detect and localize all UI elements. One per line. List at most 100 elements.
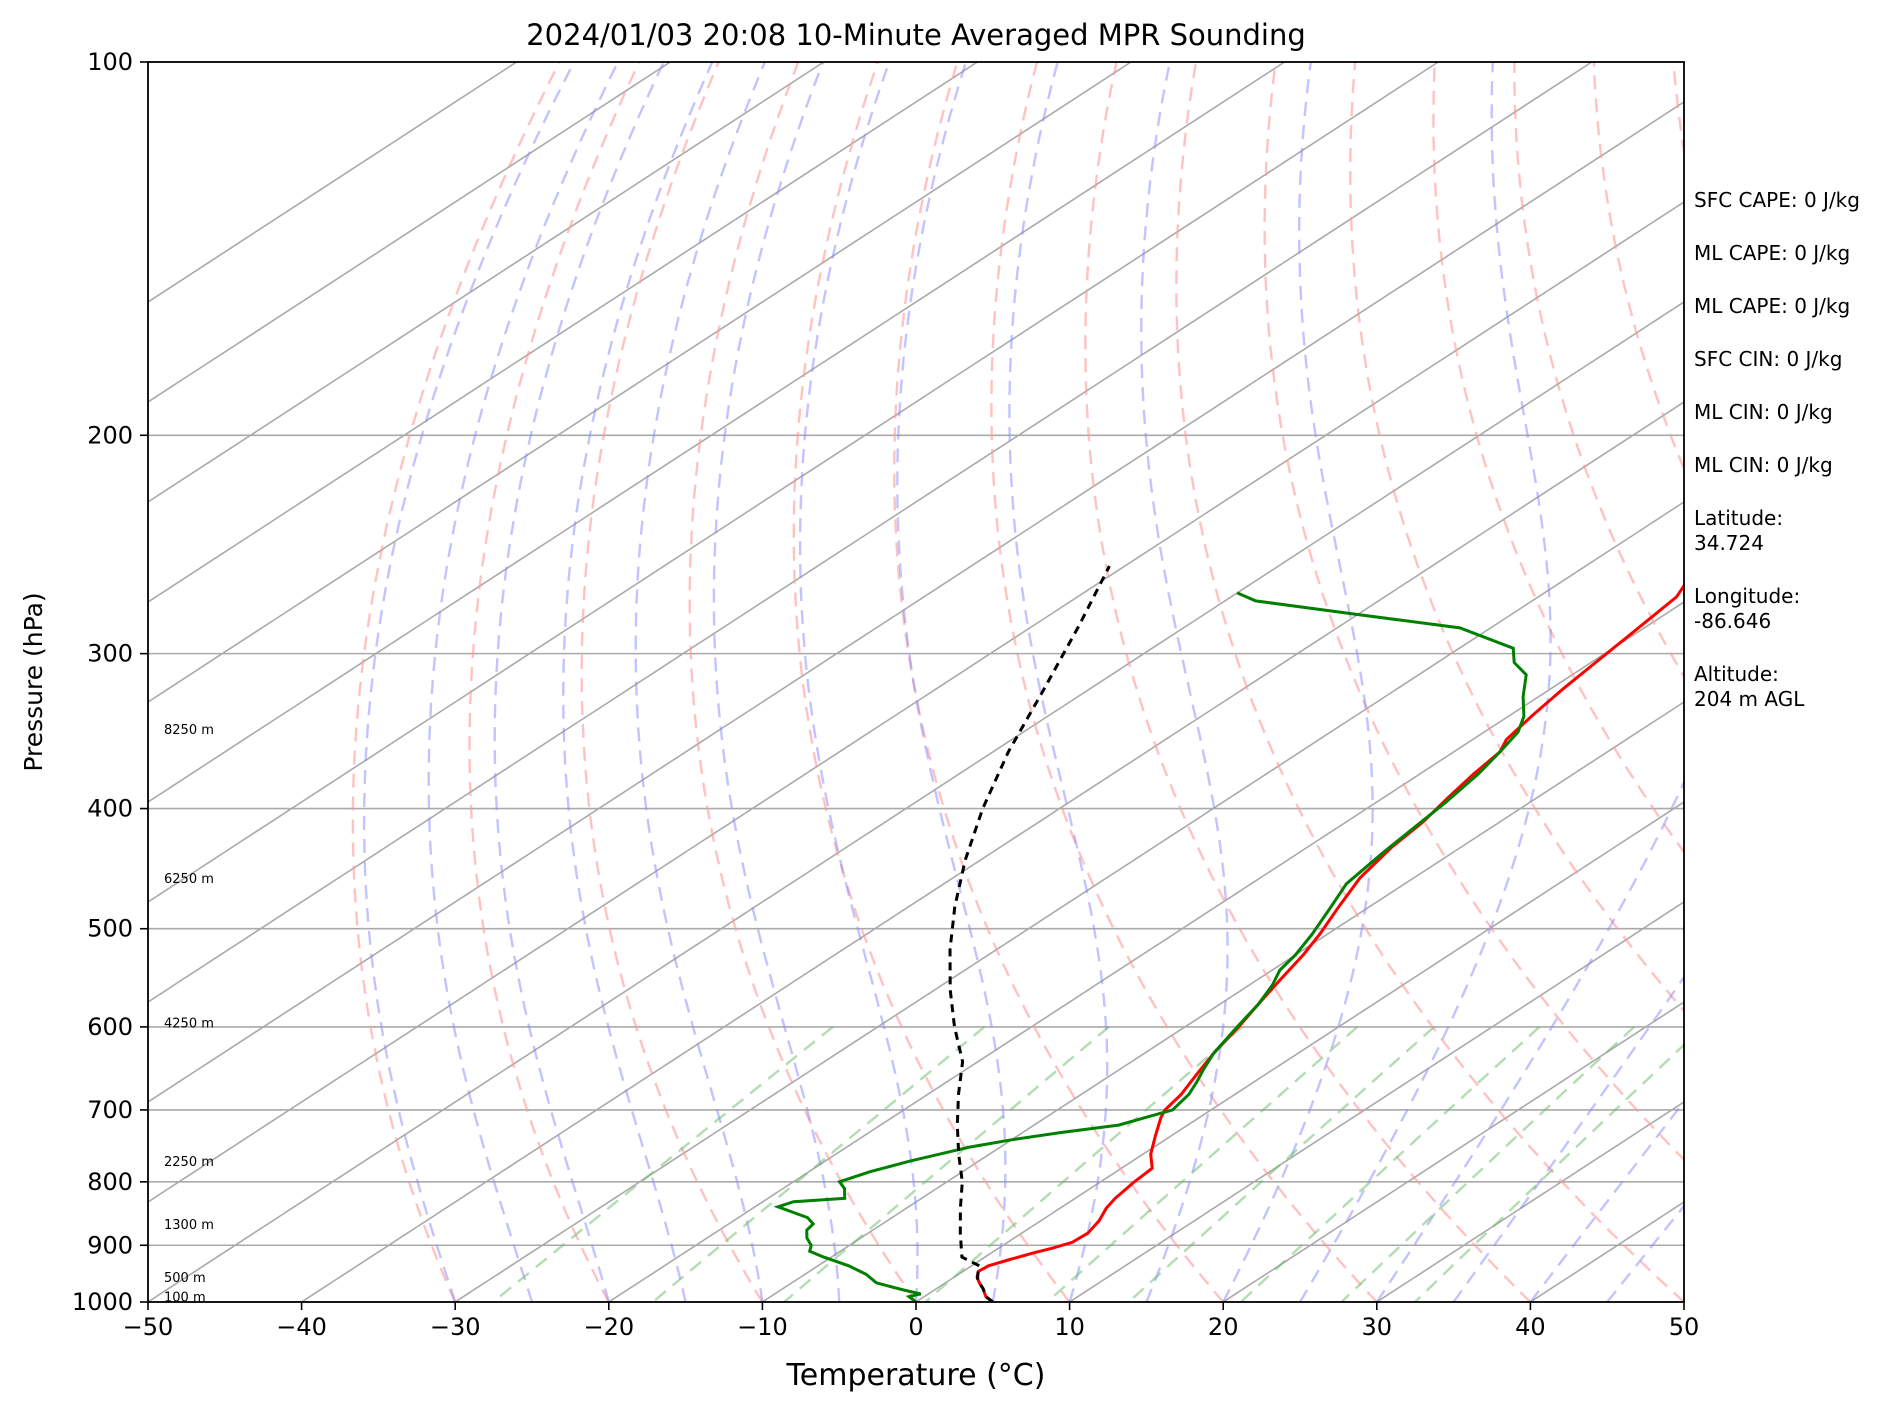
moist-adiabat-line: [1140, 62, 1229, 1302]
mixing-ratio-line: [652, 1025, 986, 1302]
moist-adiabat-line: [1452, 975, 1684, 1302]
parcel-trace: [948, 565, 1111, 1302]
height-label: 100 m: [164, 1291, 206, 1306]
mixing-ratio-line: [492, 1025, 834, 1302]
x-tick-label: −40: [276, 1313, 327, 1341]
isotherm-line: [1529, 1201, 1684, 1302]
x-tick-label: 50: [1669, 1313, 1700, 1341]
isotherm-line: [148, 201, 1684, 1203]
mixing-ratio-line: [924, 1025, 1244, 1302]
moist-adiabat-line: [1008, 62, 1109, 1302]
dry-adiabat-line: [468, 62, 641, 1302]
y-tick-label: 100: [87, 48, 133, 76]
plot-area: 8250 m 6250 m 4250 m 2250 m 1300 m 500 m 100 m: [148, 62, 1684, 1306]
isotherm-line: [761, 701, 1684, 1302]
sounding-parameters: SFC CAPE: 0 J/kg ML CAPE: 0 J/kg ML CAPE: …: [1694, 188, 1884, 740]
x-tick-label: 10: [1054, 1313, 1085, 1341]
mixing-ratio-line: [1127, 1026, 1435, 1302]
x-tick-label: 40: [1515, 1313, 1546, 1341]
moist-adiabat-line: [1222, 62, 1374, 1302]
y-tick-label: 1000: [72, 1288, 133, 1316]
isotherm-line: [148, 101, 1684, 1103]
isotherm-line: [1222, 1001, 1684, 1302]
sounding-parameter: ML CIN: 0 J/kg: [1694, 400, 1833, 424]
moist-adiabat-line: [1375, 779, 1684, 1302]
moist-adiabat-line: [562, 62, 714, 1302]
x-tick-label: −50: [123, 1313, 174, 1341]
isotherm-line: [148, 301, 1684, 1302]
dewpoint-trace: [773, 591, 1528, 1302]
dry-adiabat-line: [351, 62, 561, 1302]
height-label: 500 m: [164, 1271, 206, 1286]
sounding-parameter: Latitude: 34.724: [1694, 506, 1784, 555]
moist-adiabat-line: [493, 62, 665, 1302]
dry-adiabat-line: [990, 62, 1378, 1302]
moist-adiabat-line: [634, 62, 767, 1302]
x-tick-label: 20: [1208, 1313, 1239, 1341]
sounding-parameter: ML CAPE: 0 J/kg: [1694, 241, 1851, 265]
y-tick-label: 800: [87, 1168, 133, 1196]
dry-adiabat-line: [1513, 62, 1684, 679]
moist-adiabat-line: [427, 62, 619, 1302]
dry-adiabat-line: [1175, 62, 1684, 1302]
isotherm-line: [148, 62, 1439, 903]
sounding-parameter: SFC CIN: 0 J/kg: [1694, 347, 1843, 371]
plot-frame: [147, 61, 1685, 1303]
isotherm-line: [148, 62, 1286, 803]
dry-adiabat-line: [1263, 62, 1684, 1162]
sounding-parameter: ML CIN: 0 J/kg: [1694, 453, 1833, 477]
isotherm-line: [915, 801, 1684, 1302]
dry-adiabat-line: [1349, 62, 1684, 1013]
isotherm-line: [148, 62, 1593, 1003]
x-tick-label: 0: [908, 1313, 923, 1341]
mixing-ratio-line: [1340, 1026, 1635, 1302]
sounding-parameter: Altitude: 204 m AGL: [1694, 662, 1805, 711]
axes-frame: [147, 61, 1685, 1303]
height-label: 1300 m: [164, 1218, 214, 1233]
sounding-parameter: ML CAPE: 0 J/kg: [1694, 294, 1851, 318]
isotherm-line: [148, 62, 518, 303]
moist-adiabat-line: [798, 62, 919, 1302]
mixing-ratio-line: [1046, 1025, 1359, 1302]
moist-adiabat-line: [896, 62, 1007, 1302]
height-label: 4250 m: [164, 1016, 214, 1031]
height-label: 6250 m: [164, 872, 214, 887]
moist-adiabat-line: [712, 62, 841, 1302]
y-tick-label: 200: [87, 421, 133, 449]
x-tick-label: 30: [1362, 1313, 1393, 1341]
x-tick-label: −20: [583, 1313, 634, 1341]
y-tick-label: 300: [87, 640, 133, 668]
x-tick-label: −10: [737, 1313, 788, 1341]
moist-adiabat-line: [1298, 62, 1552, 1302]
sounding-parameter: SFC CAPE: 0 J/kg: [1694, 188, 1860, 212]
mixing-ratio-line: [783, 1025, 1110, 1302]
dry-adiabat-line: [792, 62, 1071, 1302]
y-tick-label: 600: [87, 1013, 133, 1041]
sounding-parameter: Longitude: -86.646: [1694, 584, 1801, 633]
isotherm-line: [148, 62, 1132, 704]
dry-adiabat-line: [580, 62, 764, 1302]
y-tick-label: 500: [87, 915, 133, 943]
mixing-ratio-line: [1239, 1026, 1541, 1302]
x-axis-label: Temperature (°C): [786, 1358, 1046, 1393]
height-label: 2250 m: [164, 1155, 214, 1170]
dry-adiabat-line: [688, 62, 917, 1302]
y-axis-label: Pressure (hPa): [19, 592, 48, 771]
chart-title: 2024/01/03 20:08 10-Minute Averaged MPR …: [526, 18, 1306, 52]
x-tick-label: −30: [430, 1313, 481, 1341]
height-label: 8250 m: [164, 723, 214, 738]
dry-adiabat-line: [893, 62, 1225, 1302]
isotherm-line: [1069, 901, 1684, 1302]
y-tick-label: 700: [87, 1096, 133, 1124]
isotherm-line: [454, 501, 1684, 1302]
isotherm-line: [1376, 1101, 1684, 1302]
moist-adiabat-line: [362, 62, 576, 1302]
y-tick-label: 900: [87, 1231, 133, 1259]
y-tick-label: 400: [87, 795, 133, 823]
mixing-ratio-line: [1414, 1043, 1684, 1302]
isotherm-line: [301, 401, 1684, 1302]
dry-adiabat-line: [1084, 62, 1532, 1302]
axis-ticks: −50 −40 −30 −20 −10 0 10 20 30 40 50 100 200 300 400 50…: [72, 48, 1699, 1341]
isotherm-line: [608, 601, 1684, 1302]
